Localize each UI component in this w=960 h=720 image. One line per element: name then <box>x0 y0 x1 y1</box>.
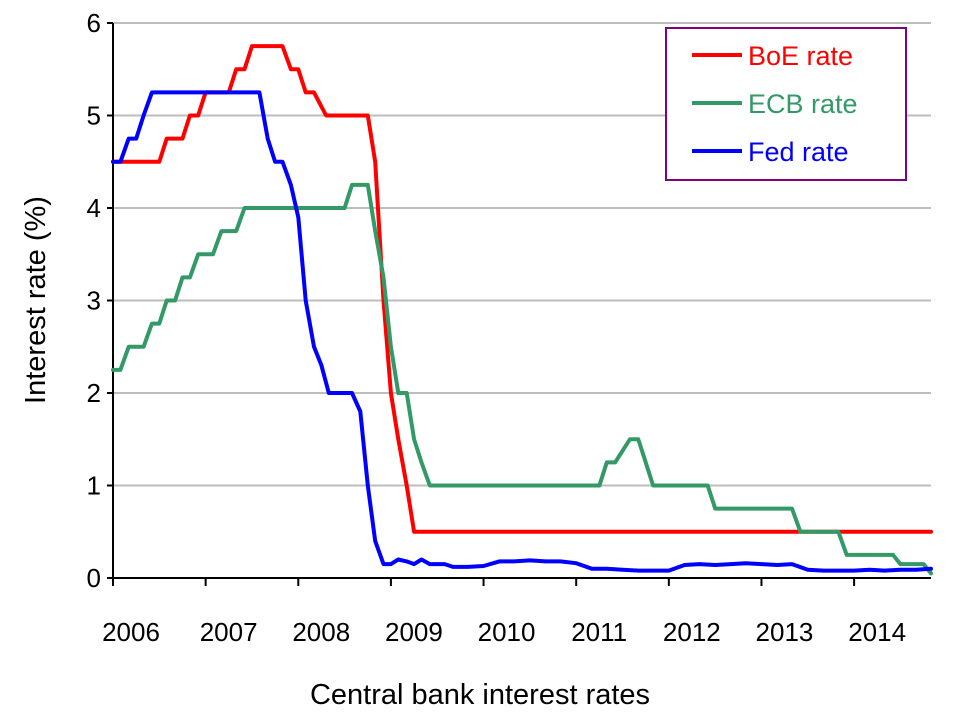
axes <box>107 22 931 586</box>
x-tick-label: 2012 <box>663 617 721 647</box>
x-tick-label: 2009 <box>385 617 443 647</box>
x-tick-label: 2007 <box>200 617 258 647</box>
series-line-ecb-rate <box>111 182 933 576</box>
legend-label: BoE rate <box>748 41 853 71</box>
series-lines <box>111 44 933 576</box>
legend-label: ECB rate <box>748 89 858 119</box>
series-line-fed-rate <box>111 90 933 573</box>
y-tick-label: 5 <box>87 101 101 131</box>
y-tick-label: 6 <box>87 8 101 38</box>
y-tick-label: 1 <box>87 471 101 501</box>
x-tick-label: 2008 <box>292 617 350 647</box>
x-tick-label: 2014 <box>848 617 906 647</box>
legend: BoE rate ECB rate Fed rate <box>665 27 907 181</box>
y-axis-title: Interest rate (%) <box>20 196 52 404</box>
x-tick-label: 2011 <box>571 617 627 647</box>
x-tick-label: 2013 <box>756 617 814 647</box>
y-tick-label: 2 <box>87 378 101 408</box>
x-axis-title: Central bank interest rates <box>310 679 650 711</box>
y-tick-label: 0 <box>87 563 101 593</box>
y-tick-label: 4 <box>87 193 101 223</box>
x-tick-label: 2006 <box>102 617 160 647</box>
legend-label: Fed rate <box>748 137 849 167</box>
y-tick-label: 3 <box>87 286 101 316</box>
series-line-boe-rate <box>111 44 933 534</box>
tick-labels: 0 1 2 3 4 5 6 2006 2007 2008 2009 2010 2011 2012 2013 2… <box>87 8 907 647</box>
x-tick-label: 2010 <box>478 617 536 647</box>
